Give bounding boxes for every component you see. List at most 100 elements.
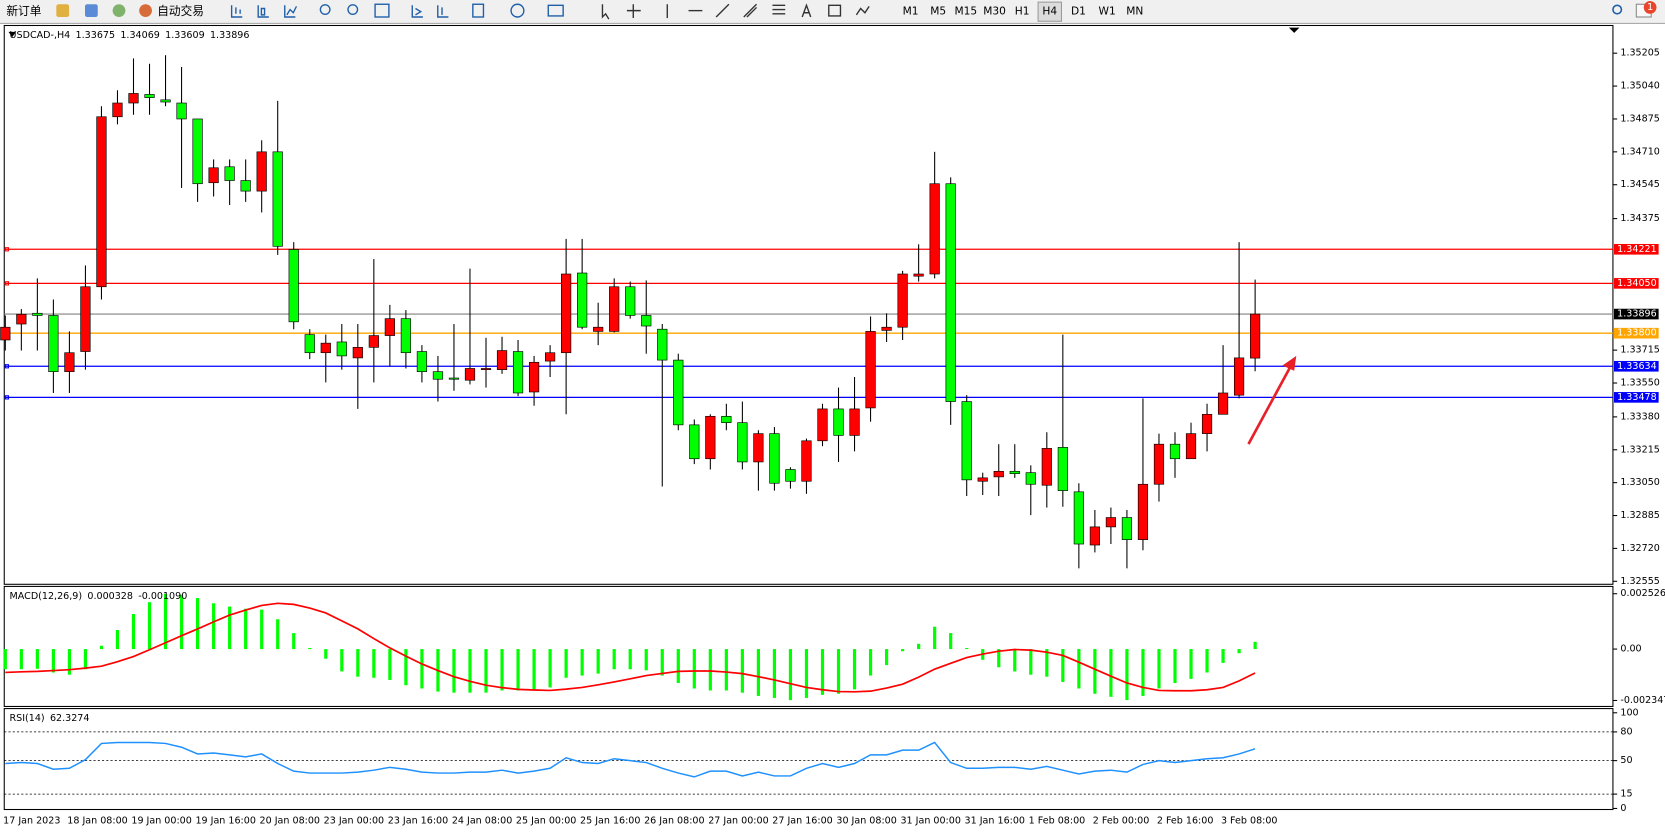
level-label-bg	[1613, 243, 1659, 255]
candle-body	[16, 313, 27, 325]
current-price-label: 1.33896	[1617, 309, 1656, 320]
macd-bar	[19, 649, 23, 670]
crosshair-icon[interactable]	[626, 4, 641, 19]
candle-body	[673, 359, 684, 426]
candle-body	[1153, 443, 1165, 485]
macd-bar	[147, 602, 152, 650]
candle-body	[352, 347, 363, 359]
candle-body	[849, 408, 860, 436]
icon[interactable]	[347, 4, 359, 16]
level-label-bg	[1613, 278, 1659, 289]
toolbar-bg	[0, 0, 1665, 24]
macd-bar	[1141, 649, 1145, 696]
candle-body	[753, 433, 764, 463]
candle-body	[1217, 392, 1229, 415]
candle-body	[929, 183, 940, 275]
fibo-icon[interactable]	[772, 4, 786, 15]
macd-bar	[949, 633, 953, 650]
x-tick-label: 3 Feb 08:00	[1221, 816, 1278, 827]
candle-body	[561, 273, 572, 354]
icon[interactable]	[230, 5, 243, 18]
pane-header: MACD(12,26,9) 0.000328 -0.001090	[10, 590, 188, 601]
icon[interactable]	[437, 5, 449, 18]
timeframe-button[interactable]: M1	[903, 5, 919, 18]
icon[interactable]	[85, 4, 98, 17]
candle-body	[448, 377, 460, 380]
timeframe-button[interactable]: W1	[1099, 5, 1116, 18]
timeframe-button[interactable]: M15	[955, 5, 978, 18]
timeframe-button[interactable]: H4	[1042, 5, 1057, 18]
header-value: MACD(12,26,9)	[10, 590, 83, 601]
x-tick-label: 30 Jan 08:00	[836, 816, 896, 827]
auto-trading-icon[interactable]	[139, 4, 152, 17]
icon[interactable]	[547, 4, 564, 17]
x-tick-label: 2 Feb 16:00	[1157, 816, 1214, 827]
cursor-icon[interactable]	[601, 4, 610, 20]
macd-bar	[1189, 649, 1193, 679]
auto-trading-button[interactable]: 自动交易	[157, 4, 204, 18]
shapes-icon[interactable]	[855, 5, 870, 16]
icon[interactable]	[257, 5, 269, 18]
candle-body	[432, 371, 444, 380]
label-icon[interactable]	[828, 4, 842, 17]
icon[interactable]	[284, 5, 298, 18]
level-label-bg	[1613, 360, 1659, 372]
timeframe-button[interactable]: MN	[1126, 5, 1143, 18]
macd-bar	[276, 619, 280, 650]
macd-bar	[195, 598, 200, 650]
symbol-menu-marker	[8, 31, 16, 38]
candle-body	[384, 318, 395, 336]
pane-header: USDCAD-,H4 1.33675 1.34069 1.33609 1.33896	[10, 30, 250, 41]
arrow-shaft	[1247, 366, 1292, 445]
icon[interactable]	[510, 3, 525, 18]
timeframe-button[interactable]: M30	[983, 5, 1006, 18]
macd-bar	[917, 643, 921, 650]
candle-body	[897, 273, 908, 328]
macd-bar	[420, 649, 424, 689]
level-label-bg	[1613, 327, 1659, 339]
y-tick-label: 1.33715	[1620, 345, 1659, 356]
macd-bar	[1029, 649, 1033, 675]
macd-bar	[1061, 649, 1065, 682]
trendline-icon[interactable]	[715, 3, 730, 18]
candle-body	[48, 315, 59, 372]
candle-body	[176, 102, 187, 120]
y-tick-label: 1.34875	[1620, 113, 1659, 124]
candle-body	[1009, 470, 1020, 475]
x-tick-label: 23 Jan 16:00	[388, 816, 448, 827]
icon[interactable]	[472, 3, 485, 18]
macd-bar	[516, 649, 520, 691]
y-tick-label: 15	[1620, 789, 1632, 800]
candle-body	[769, 433, 780, 484]
timeframe-button[interactable]: H1	[1015, 5, 1030, 18]
candle-body	[593, 326, 604, 332]
icon[interactable]	[112, 4, 126, 17]
timeframe-button[interactable]: M5	[930, 5, 946, 18]
candle-body	[1041, 448, 1052, 486]
text-icon[interactable]	[801, 3, 812, 18]
macd-bar	[965, 647, 969, 650]
level-label: 1.34221	[1617, 244, 1656, 255]
new-order-button[interactable]: 新订单	[6, 4, 41, 18]
y-tick-label: 0.002526	[1620, 588, 1665, 599]
timeframe-button[interactable]: D1	[1071, 5, 1086, 18]
search-icon[interactable]	[1612, 4, 1623, 15]
icon[interactable]	[374, 3, 390, 18]
icon[interactable]	[411, 5, 423, 18]
x-tick-label: 1 Feb 08:00	[1029, 816, 1086, 827]
channel-icon[interactable]	[743, 3, 758, 18]
macd-bar	[3, 649, 7, 670]
candle-body	[657, 328, 668, 361]
header-value: 1.33896	[210, 30, 249, 41]
x-tick-label: 27 Jan 16:00	[772, 816, 832, 827]
x-tick-label: 25 Jan 16:00	[580, 816, 640, 827]
candle-body	[368, 335, 379, 348]
y-tick-label: 1.32720	[1620, 543, 1659, 554]
candle-body	[1105, 517, 1117, 528]
macd-bar	[820, 649, 825, 695]
icon[interactable]	[319, 4, 331, 16]
icon[interactable]	[56, 4, 70, 17]
y-tick-label: 50	[1620, 755, 1632, 766]
